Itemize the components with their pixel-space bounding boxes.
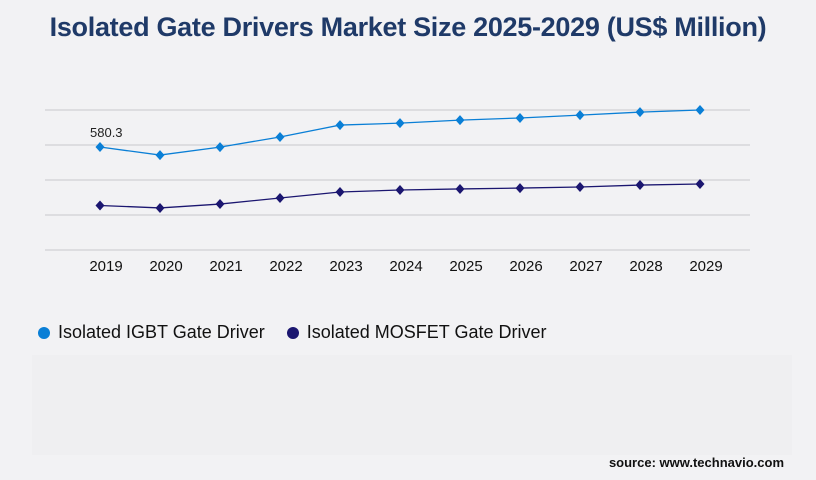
source-text: source: www.technavio.com: [608, 455, 784, 470]
legend-item-igbt[interactable]: Isolated IGBT Gate Driver: [38, 322, 265, 343]
data-point: [635, 107, 645, 118]
data-point: [695, 105, 705, 115]
data-point: [515, 112, 525, 123]
x-tick-label: 2020: [149, 258, 182, 275]
data-point: [515, 183, 525, 194]
legend-marker-icon: [38, 326, 50, 339]
data-point: [695, 178, 705, 189]
x-tick-label: 2025: [449, 258, 482, 275]
x-tick-label: 2019: [89, 258, 122, 275]
data-point: [575, 110, 585, 121]
data-point: [215, 142, 225, 153]
x-tick-label: 2027: [569, 258, 602, 275]
data-point: [395, 118, 405, 129]
data-point: [575, 182, 585, 193]
data-point: [635, 180, 645, 191]
data-point: [275, 193, 285, 204]
x-tick-label: 2029: [689, 258, 722, 275]
legend: Isolated IGBT Gate Driver Isolated MOSFE…: [38, 322, 547, 343]
data-label: 580.3: [90, 125, 123, 140]
x-tick-label: 2023: [329, 258, 362, 275]
series-line-0: [99, 109, 701, 156]
data-point: [155, 150, 165, 161]
data-point: [95, 142, 105, 153]
data-point: [95, 200, 105, 211]
x-tick-label: 2028: [629, 258, 662, 275]
chart-title: Isolated Gate Drivers Market Size 2025-2…: [49, 12, 767, 42]
data-point: [155, 202, 165, 213]
data-point: [455, 183, 465, 194]
legend-marker-icon: [286, 326, 299, 339]
x-tick-label: 2022: [269, 258, 302, 275]
legend-label: Isolated IGBT Gate Driver: [58, 322, 265, 342]
x-tick-label: 2021: [209, 258, 242, 275]
data-point: [455, 115, 465, 126]
legend-item-mosfet[interactable]: Isolated MOSFET Gate Driver: [286, 322, 547, 343]
data-point: [335, 186, 345, 197]
data-point: [395, 185, 405, 196]
line-chart: 2019 2020 2021 2022 2023 2024 2025 2026 2027 2028…: [45, 105, 750, 275]
data-point: [335, 120, 345, 131]
x-tick-label: 2024: [389, 258, 422, 275]
x-tick-label: 2026: [509, 258, 542, 275]
background-panel: [32, 355, 792, 455]
data-point: [275, 131, 285, 142]
legend-label: Isolated MOSFET Gate Driver: [306, 322, 547, 342]
data-point: [215, 199, 225, 210]
